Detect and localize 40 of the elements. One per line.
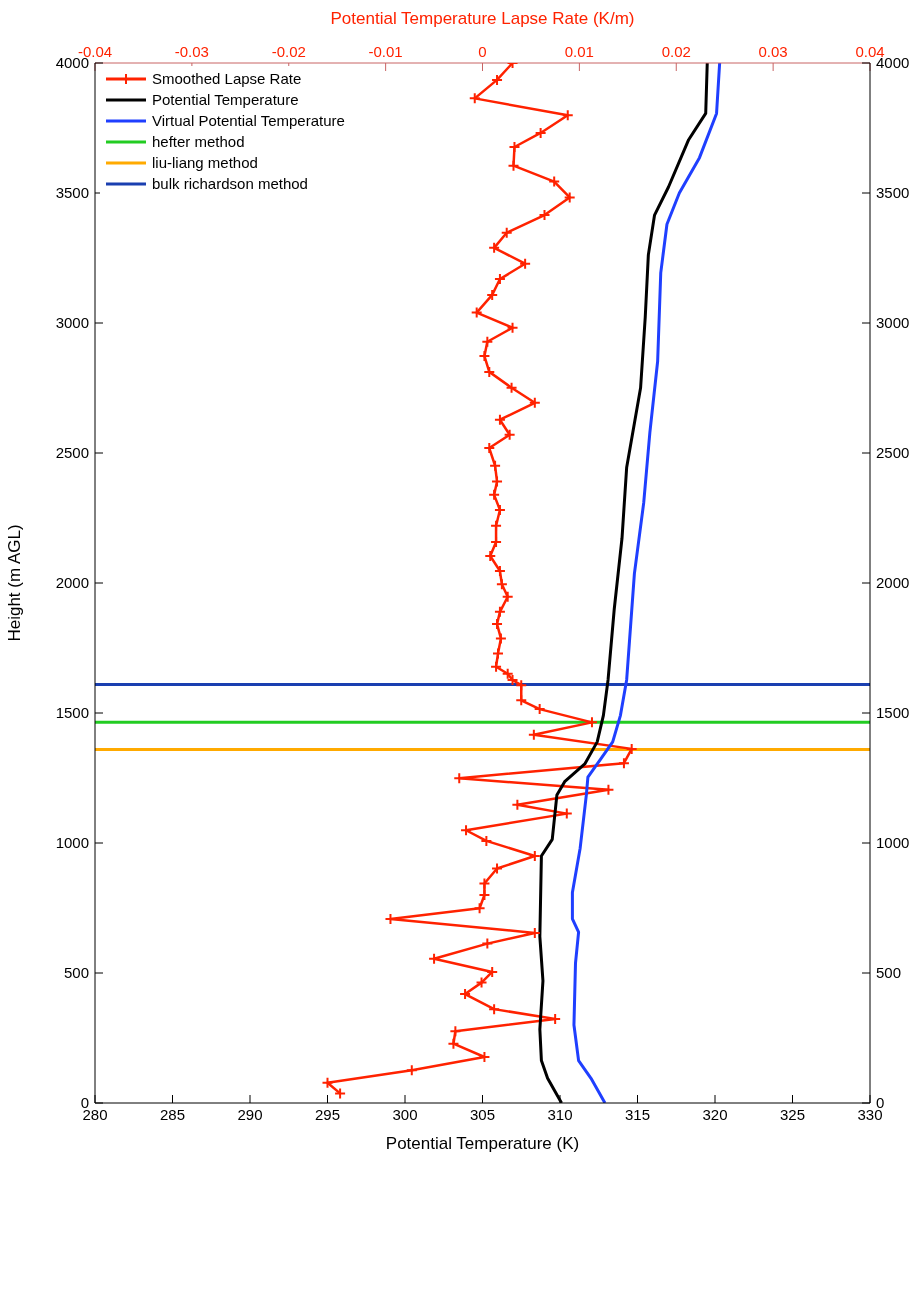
x-tick-label: 305 (469, 1105, 496, 1123)
y-tick-label: 2000 (55, 574, 89, 592)
x-tick-label: 320 (702, 1105, 728, 1123)
x2-tick-label: 0.01 (564, 43, 594, 60)
x-tick-label: 310 (547, 1105, 573, 1123)
x-tick-label: 295 (314, 1105, 341, 1123)
x-tick-label: 315 (624, 1105, 651, 1123)
y2-tick-label: 3500 (876, 184, 910, 202)
y2-tick-label: 3000 (876, 314, 910, 332)
x2-tick-label: -0.01 (368, 43, 403, 60)
y-tick-label: 3000 (55, 314, 89, 332)
y2-tick-label: 1000 (876, 834, 910, 852)
y-tick-label: 3500 (55, 184, 89, 202)
y-tick-label: 2500 (55, 444, 89, 462)
y-tick-label: 1000 (55, 834, 89, 852)
y2-tick-label: 500 (876, 964, 902, 982)
line-series (570, 63, 722, 1103)
x-tick-label: 290 (237, 1105, 263, 1123)
legend-label: bulk richardson method (152, 174, 308, 194)
y-tick-label: 1500 (55, 704, 89, 722)
x-tick-label: 325 (779, 1105, 806, 1123)
y-tick-label: 500 (63, 964, 89, 982)
x2-tick-label: -0.02 (271, 43, 306, 60)
x-tick-label: 300 (392, 1105, 418, 1123)
x2-tick-label: 0 (478, 43, 487, 60)
x2-tick-label: 0.03 (758, 43, 788, 60)
x-tick-label: 285 (159, 1105, 186, 1123)
y2-tick-label: 2000 (876, 574, 910, 592)
legend-label: Virtual Potential Temperature (152, 111, 345, 131)
x2-axis-title: Potential Temperature Lapse Rate (K/m) (330, 9, 635, 29)
x2-tick-label: 0.02 (661, 43, 691, 60)
y2-tick-label: 1500 (876, 704, 910, 722)
legend-label: Smoothed Lapse Rate (152, 69, 302, 89)
y-axis-title: Height (m AGL) (5, 524, 25, 642)
legend-label: liu-liang method (152, 153, 258, 173)
legend-label: hefter method (152, 132, 245, 152)
legend-label: Potential Temperature (152, 90, 299, 110)
y2-tick-label: 2500 (876, 444, 910, 462)
x2-tick-label: -0.03 (174, 43, 209, 60)
x-axis-title: Potential Temperature (K) (385, 1134, 580, 1153)
